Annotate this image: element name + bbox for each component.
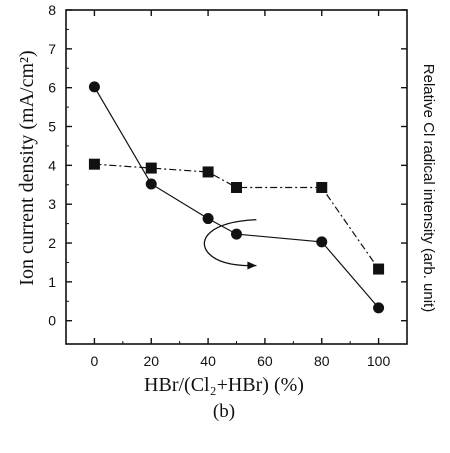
x-tick-label: 80 [314,353,330,369]
y-tick-label: 4 [48,157,56,173]
x-tick-label: 60 [257,353,273,369]
axes [65,9,408,345]
data-point-circle [145,178,157,190]
data-point-circle [373,302,385,314]
x-tick-label: 40 [200,353,216,369]
data-point-square [88,158,100,170]
ticks: 0 20 40 60 80 100 0 1 2 3 4 5 6 7 8 [48,2,407,369]
data-point-square [316,181,328,193]
data-point-circle [316,236,328,248]
data-point-circle [202,213,214,225]
y-tick-label: 6 [48,80,56,96]
plot-frame [65,9,408,345]
data-point-square [231,181,242,193]
y-tick-label: 0 [48,313,56,329]
arrow-head [247,261,257,270]
right-y-axis-title: Relative Cl radical intensity (arb. unit… [420,64,437,312]
data-point-square [202,166,214,178]
curved-arrow [203,219,257,267]
x-tick-label: 100 [367,353,391,369]
x-tick-label: 20 [143,353,159,369]
x-axis-title: HBr/(Cl₂+HBr) (%) [144,374,304,396]
y-tick-label: 5 [48,119,56,135]
series-line-square [94,163,380,270]
data-point-square [145,162,157,174]
annotations [203,219,257,270]
series-line-circle [93,86,380,309]
series [88,81,385,314]
y-tick-label: 3 [48,196,56,212]
left-y-axis-title: Ion current density (mA/cm²) [16,50,38,285]
data-point-circle [231,228,242,240]
y-tick-label: 7 [48,41,56,57]
y-tick-label: 8 [48,2,56,18]
y-tick-label: 1 [48,274,56,290]
panel-label: (b) [213,401,235,422]
data-point-circle [88,81,100,93]
y-tick-label: 2 [48,235,56,251]
data-point-square [373,263,385,275]
x-tick-label: 0 [91,353,99,369]
